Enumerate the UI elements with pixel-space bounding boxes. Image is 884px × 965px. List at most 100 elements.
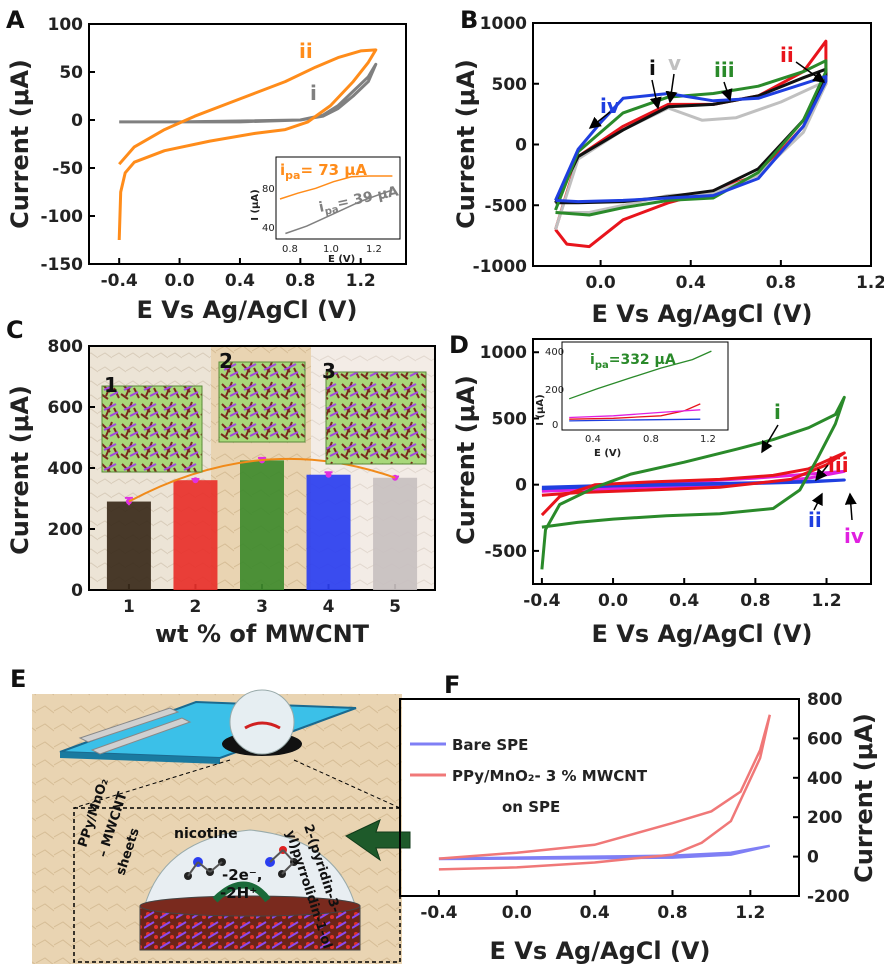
panel-a-inset-curve-1 xyxy=(285,189,393,235)
panel-f-x-axis-label: E Vs Ag/AgCl (V) xyxy=(490,937,711,965)
panel-d-inset: ipa=332 μA 0.4 0.8 1.2 E (V) 0 200 400 I… xyxy=(535,341,729,459)
panel-c-trend-curve xyxy=(128,457,396,503)
panel-b-x-axis-label: E Vs Ag/AgCl (V) xyxy=(592,300,813,328)
panel-a-inset-ytick-40: 40 xyxy=(262,223,275,234)
panel-d-inset-xtick-08: 0.8 xyxy=(643,434,659,445)
panel-d-curve-label-iv: iv xyxy=(844,524,864,548)
panel-a-curve-label-ii: ii xyxy=(299,39,313,63)
panel-b-curve-label-ii: ii xyxy=(780,43,794,67)
panel-d-chart: -0.4 0.0 0.4 0.8 1.2 -500 0 500 1000 E Vs Ag/AgC… xyxy=(452,338,872,648)
panel-label-c: C xyxy=(6,316,24,344)
nicotine-molecule xyxy=(184,857,226,880)
panel-b-curve-label-v: v xyxy=(668,51,681,75)
panel-b-y-axis-label: Current (μA) xyxy=(452,59,480,229)
panel-c-xtick-label-1: 2 xyxy=(190,597,202,617)
panel-c-ytick-label-4: 800 xyxy=(48,337,84,357)
panel-d-inset-xtick-04: 0.4 xyxy=(585,434,601,445)
panel-a-inset-ylabel: I (μA) xyxy=(250,189,261,220)
panel-d-ytick-label-2: 500 xyxy=(492,409,528,429)
panel-f-ytick-label-1: 0 xyxy=(807,848,819,868)
panel-d-curve-label-ii: ii xyxy=(808,508,822,532)
panel-d-inset-curve-1 xyxy=(569,403,701,420)
panel-a-frame xyxy=(88,23,407,265)
panel-c-ytick-label-3: 600 xyxy=(48,398,84,418)
panel-c-chart: 1 2 3 4 5 0 200 400 600 800 1 2 3 wt % of MWCNT C… xyxy=(6,337,436,648)
panel-f-xtick-label-4: 1.2 xyxy=(735,903,765,923)
panel-c-inset-cube-1: 1 xyxy=(101,373,203,473)
panel-b-curve-label-i: i xyxy=(649,56,656,80)
panel-b-ytick-label-2: 0 xyxy=(515,136,527,156)
panel-f-y-axis-label: Current (μA) xyxy=(850,713,878,883)
panel-f-frame xyxy=(399,698,800,897)
panel-c-bar-1 xyxy=(106,501,151,590)
panel-d-curve-label-iii: iii xyxy=(828,453,849,477)
panel-f-ytick-label-5: 800 xyxy=(807,690,843,710)
panel-d-frame xyxy=(532,338,872,585)
panel-f-xtick-label-3: 0.8 xyxy=(657,903,687,923)
panel-d-xtick-label-2: 0.4 xyxy=(669,591,699,611)
panel-a-xtick-label-4: 1.2 xyxy=(346,271,376,291)
panel-label-a: A xyxy=(6,6,25,34)
scheme-label-nicotine: nicotine xyxy=(174,826,238,842)
panel-c-y-axis-label: Current (μA) xyxy=(6,385,34,555)
panel-label-e: E xyxy=(10,665,26,693)
panel-d-inset-ipa: ipa=332 μA xyxy=(590,352,676,371)
panel-d-xtick-label-3: 0.8 xyxy=(740,591,770,611)
panel-b-cv-curve-iv xyxy=(554,75,828,204)
panel-f-xtick-label-2: 0.4 xyxy=(580,903,610,923)
panel-b-ytick-label-0: -1000 xyxy=(473,257,528,277)
panel-b-xtick-label-1: 0.4 xyxy=(676,273,706,293)
panel-c-inset-cube-2: 2 xyxy=(218,349,306,443)
panel-a-ytick-label-4: 50 xyxy=(59,63,83,83)
panel-d-ytick-label-3: 1000 xyxy=(480,343,527,363)
panel-f-ytick-label-0: -200 xyxy=(807,887,850,907)
svg-text:1: 1 xyxy=(104,373,118,397)
scheme-label-protons: -2H⁺ xyxy=(220,884,257,902)
panel-c-bar-4 xyxy=(306,474,351,590)
svg-text:3: 3 xyxy=(322,359,336,383)
panel-b-ytick-label-1: -500 xyxy=(484,196,527,216)
panel-d-xtick-label-1: 0.0 xyxy=(598,591,628,611)
panel-c-xtick-label-3: 4 xyxy=(323,597,335,617)
panel-label-b: B xyxy=(460,6,478,34)
panel-c-bar-3 xyxy=(240,460,284,590)
panel-a-xtick-label-1: 0.0 xyxy=(165,271,195,291)
reaction-arrow xyxy=(212,881,271,903)
panel-b-ytick-label-3: 500 xyxy=(492,75,528,95)
panel-f-xtick-label-1: 0.0 xyxy=(502,903,532,923)
panel-a-inset-xtick-1: 1.0 xyxy=(323,244,339,255)
panel-a-x-axis-label: E Vs Ag/AgCl (V) xyxy=(137,296,358,324)
panel-d-curve-label-i: i xyxy=(774,400,781,424)
panel-f-ytick-label-2: 200 xyxy=(807,808,843,828)
product-molecule xyxy=(265,846,298,878)
panel-c-x-axis-label: wt % of MWCNT xyxy=(155,620,370,648)
panel-c-xtick-label-0: 1 xyxy=(123,597,135,617)
panel-d-inset-ytick-200: 200 xyxy=(545,385,564,396)
panel-d-cv-curve-ii xyxy=(541,478,846,491)
panel-b-chart: 0.0 0.4 0.8 1.2 -1000 -500 0 500 1000 E Vs Ag/Ag… xyxy=(452,14,884,328)
scheme-label-electrons: -2e⁻, xyxy=(222,866,262,884)
panel-f-cv-curve-bare-spe xyxy=(438,844,771,861)
legend-label-on-spe: on SPE xyxy=(502,798,560,816)
panel-b-xtick-label-2: 0.8 xyxy=(766,273,796,293)
panel-c-inset-cube-3: 3 xyxy=(322,359,427,465)
panel-b-cv-curve-ii xyxy=(554,39,828,249)
panel-d-ytick-label-0: -500 xyxy=(484,542,527,562)
panel-c-ytick-label-0: 0 xyxy=(71,581,83,601)
panel-d-inset-curve-2 xyxy=(569,409,701,419)
panel-c-point-2 xyxy=(192,477,199,484)
panel-b-xtick-label-3: 1.2 xyxy=(856,273,884,293)
panel-f-ytick-label-4: 600 xyxy=(807,729,843,749)
panel-f-chart: -0.4 0.0 0.4 0.8 1.2 -200 0 200 400 600 800 Bare S… xyxy=(399,690,878,965)
panel-a-chart: -0.4 0.0 0.4 0.8 1.2 -150 -100 -50 0 50 100 E Vs A… xyxy=(6,15,407,324)
spe-contact-2 xyxy=(90,717,192,755)
panel-a-inset: ipa= 73 μA ipa= 39 μA 0.8 1.0 1.2 E (V) … xyxy=(250,156,401,265)
panel-d-inset-ytick-400: 400 xyxy=(545,347,564,358)
panel-d-inset-ytick-0: 0 xyxy=(552,420,558,431)
panel-e-scheme: PPy/MnO₂ – MWCNT sheets nicotine -2e⁻, -… xyxy=(32,689,411,964)
panel-label-f: F xyxy=(444,671,460,699)
panel-a-xtick-label-2: 0.4 xyxy=(225,271,255,291)
panel-d-inset-ylabel: I (μA) xyxy=(535,394,546,425)
panel-a-inset-xtick-0: 0.8 xyxy=(282,244,298,255)
